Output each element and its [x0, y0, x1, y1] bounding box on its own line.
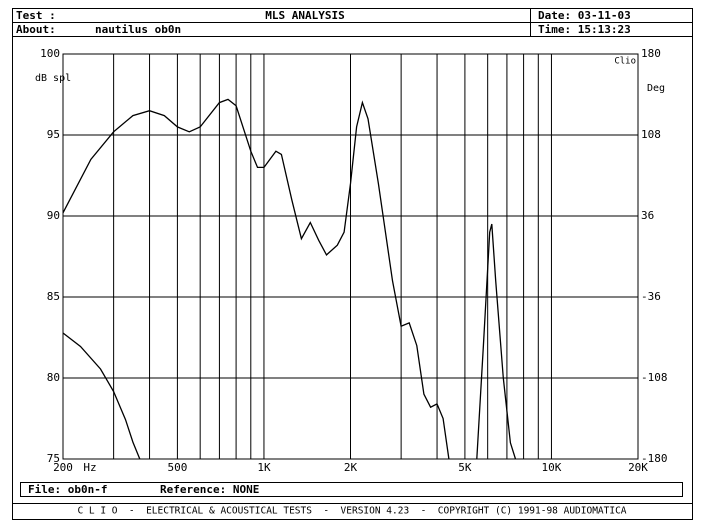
test-label: Test :: [16, 9, 56, 22]
file: File: ob0n-f: [28, 483, 107, 496]
y2-tick-label: 180: [641, 47, 661, 60]
about: nautilus ob0n: [95, 23, 181, 36]
credits: C L I O - ELECTRICAL & ACOUSTICAL TESTS …: [77, 506, 626, 517]
about-label: About:: [16, 23, 56, 36]
y2-tick-label: 108: [641, 128, 661, 141]
plot: 200 500 1K 2K 5K 10K 20K 75 80 85 90 95 100 -180 -108 -…: [35, 47, 668, 474]
y2-tick-label: -108: [641, 371, 668, 384]
x-tick-label: 20K: [628, 461, 648, 474]
y2-tick-label: 36: [641, 209, 654, 222]
file-box: [20, 482, 683, 497]
x-tick-label: 1K: [257, 461, 271, 474]
time: Time: 15:13:23: [538, 23, 631, 36]
y2-tick-label: -180: [641, 452, 668, 465]
y-tick-label: 95: [47, 128, 60, 141]
data-line: [62, 98, 517, 460]
title: MLS ANALYSIS: [265, 9, 344, 22]
x-tick-label: 5K: [458, 461, 472, 474]
date: Date: 03-11-03: [538, 9, 631, 22]
frame: [12, 8, 693, 520]
x-tick-label: 2K: [344, 461, 358, 474]
y2-tick-label: -36: [641, 290, 661, 303]
x-unit: Hz: [83, 461, 96, 474]
data-line: [62, 332, 141, 460]
x-tick-label: 500: [167, 461, 187, 474]
plot-border: [62, 53, 639, 460]
reference: Reference: NONE: [160, 483, 259, 496]
y-tick-label: 75: [47, 452, 60, 465]
y-tick-label: 90: [47, 209, 60, 222]
y2-axis-label: Deg: [647, 83, 665, 94]
x-tick-label: 200: [53, 461, 73, 474]
y-tick-label: 80: [47, 371, 60, 384]
y-tick-label: 100: [40, 47, 60, 60]
brand: Clio: [614, 57, 636, 67]
x-tick-label: 10K: [542, 461, 562, 474]
y-tick-label: 85: [47, 290, 60, 303]
y-axis-label: dB spl: [35, 73, 71, 84]
